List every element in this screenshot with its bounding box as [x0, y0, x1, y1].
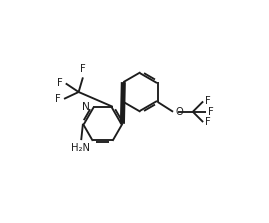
Text: F: F: [57, 78, 63, 89]
Text: F: F: [55, 94, 61, 104]
Text: H₂N: H₂N: [71, 143, 90, 153]
Text: O: O: [175, 107, 183, 117]
Text: F: F: [205, 117, 211, 127]
Text: F: F: [208, 107, 214, 117]
Text: F: F: [80, 64, 86, 74]
Text: F: F: [205, 97, 211, 106]
Text: N: N: [82, 102, 90, 112]
